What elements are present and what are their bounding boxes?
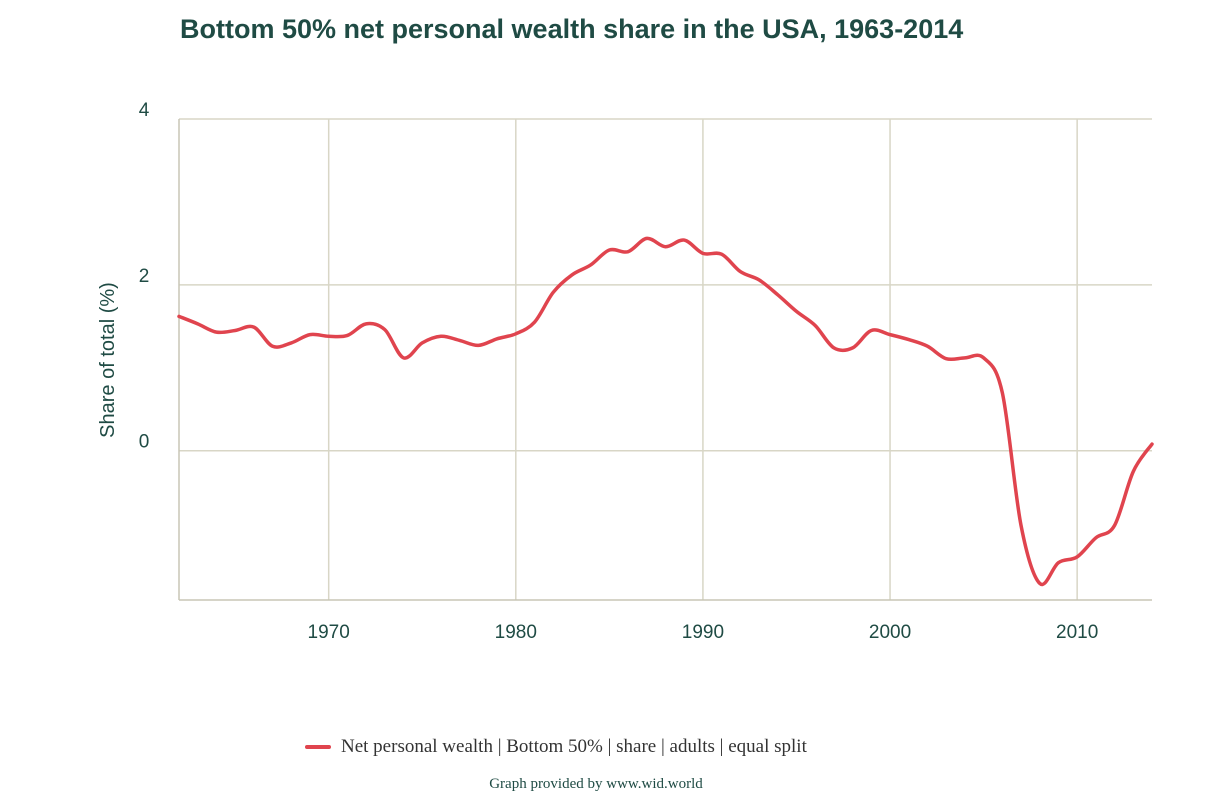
legend-label: Net personal wealth | Bottom 50% | share… (341, 736, 807, 757)
tick-label-layer: 0 2 4 1970 1980 1990 2000 2010 (139, 100, 1099, 643)
chart-title: Bottom 50% net personal wealth share in … (180, 14, 964, 44)
grid-layer (179, 118, 1152, 600)
legend-item[interactable]: Net personal wealth | Bottom 50% | share… (305, 735, 807, 759)
x-tick-label-2000: 2000 (869, 622, 911, 643)
x-tick-label-1970: 1970 (308, 622, 350, 643)
x-tick-label-1980: 1980 (495, 622, 537, 643)
y-tick-label-4: 4 (139, 100, 150, 121)
axis-layer (178, 119, 1152, 601)
x-tick-label-1990: 1990 (682, 622, 724, 643)
y-axis-title: Share of total (%) (97, 282, 119, 438)
x-tick-label-2010: 2010 (1056, 622, 1098, 643)
credit-text: Graph provided by www.wid.world (489, 776, 703, 792)
legend-swatch (305, 745, 331, 749)
y-tick-label-0: 0 (139, 432, 150, 453)
series-line-0[interactable] (177, 236, 1154, 587)
series-layer (177, 236, 1154, 587)
y-tick-label-2: 2 (139, 266, 150, 287)
